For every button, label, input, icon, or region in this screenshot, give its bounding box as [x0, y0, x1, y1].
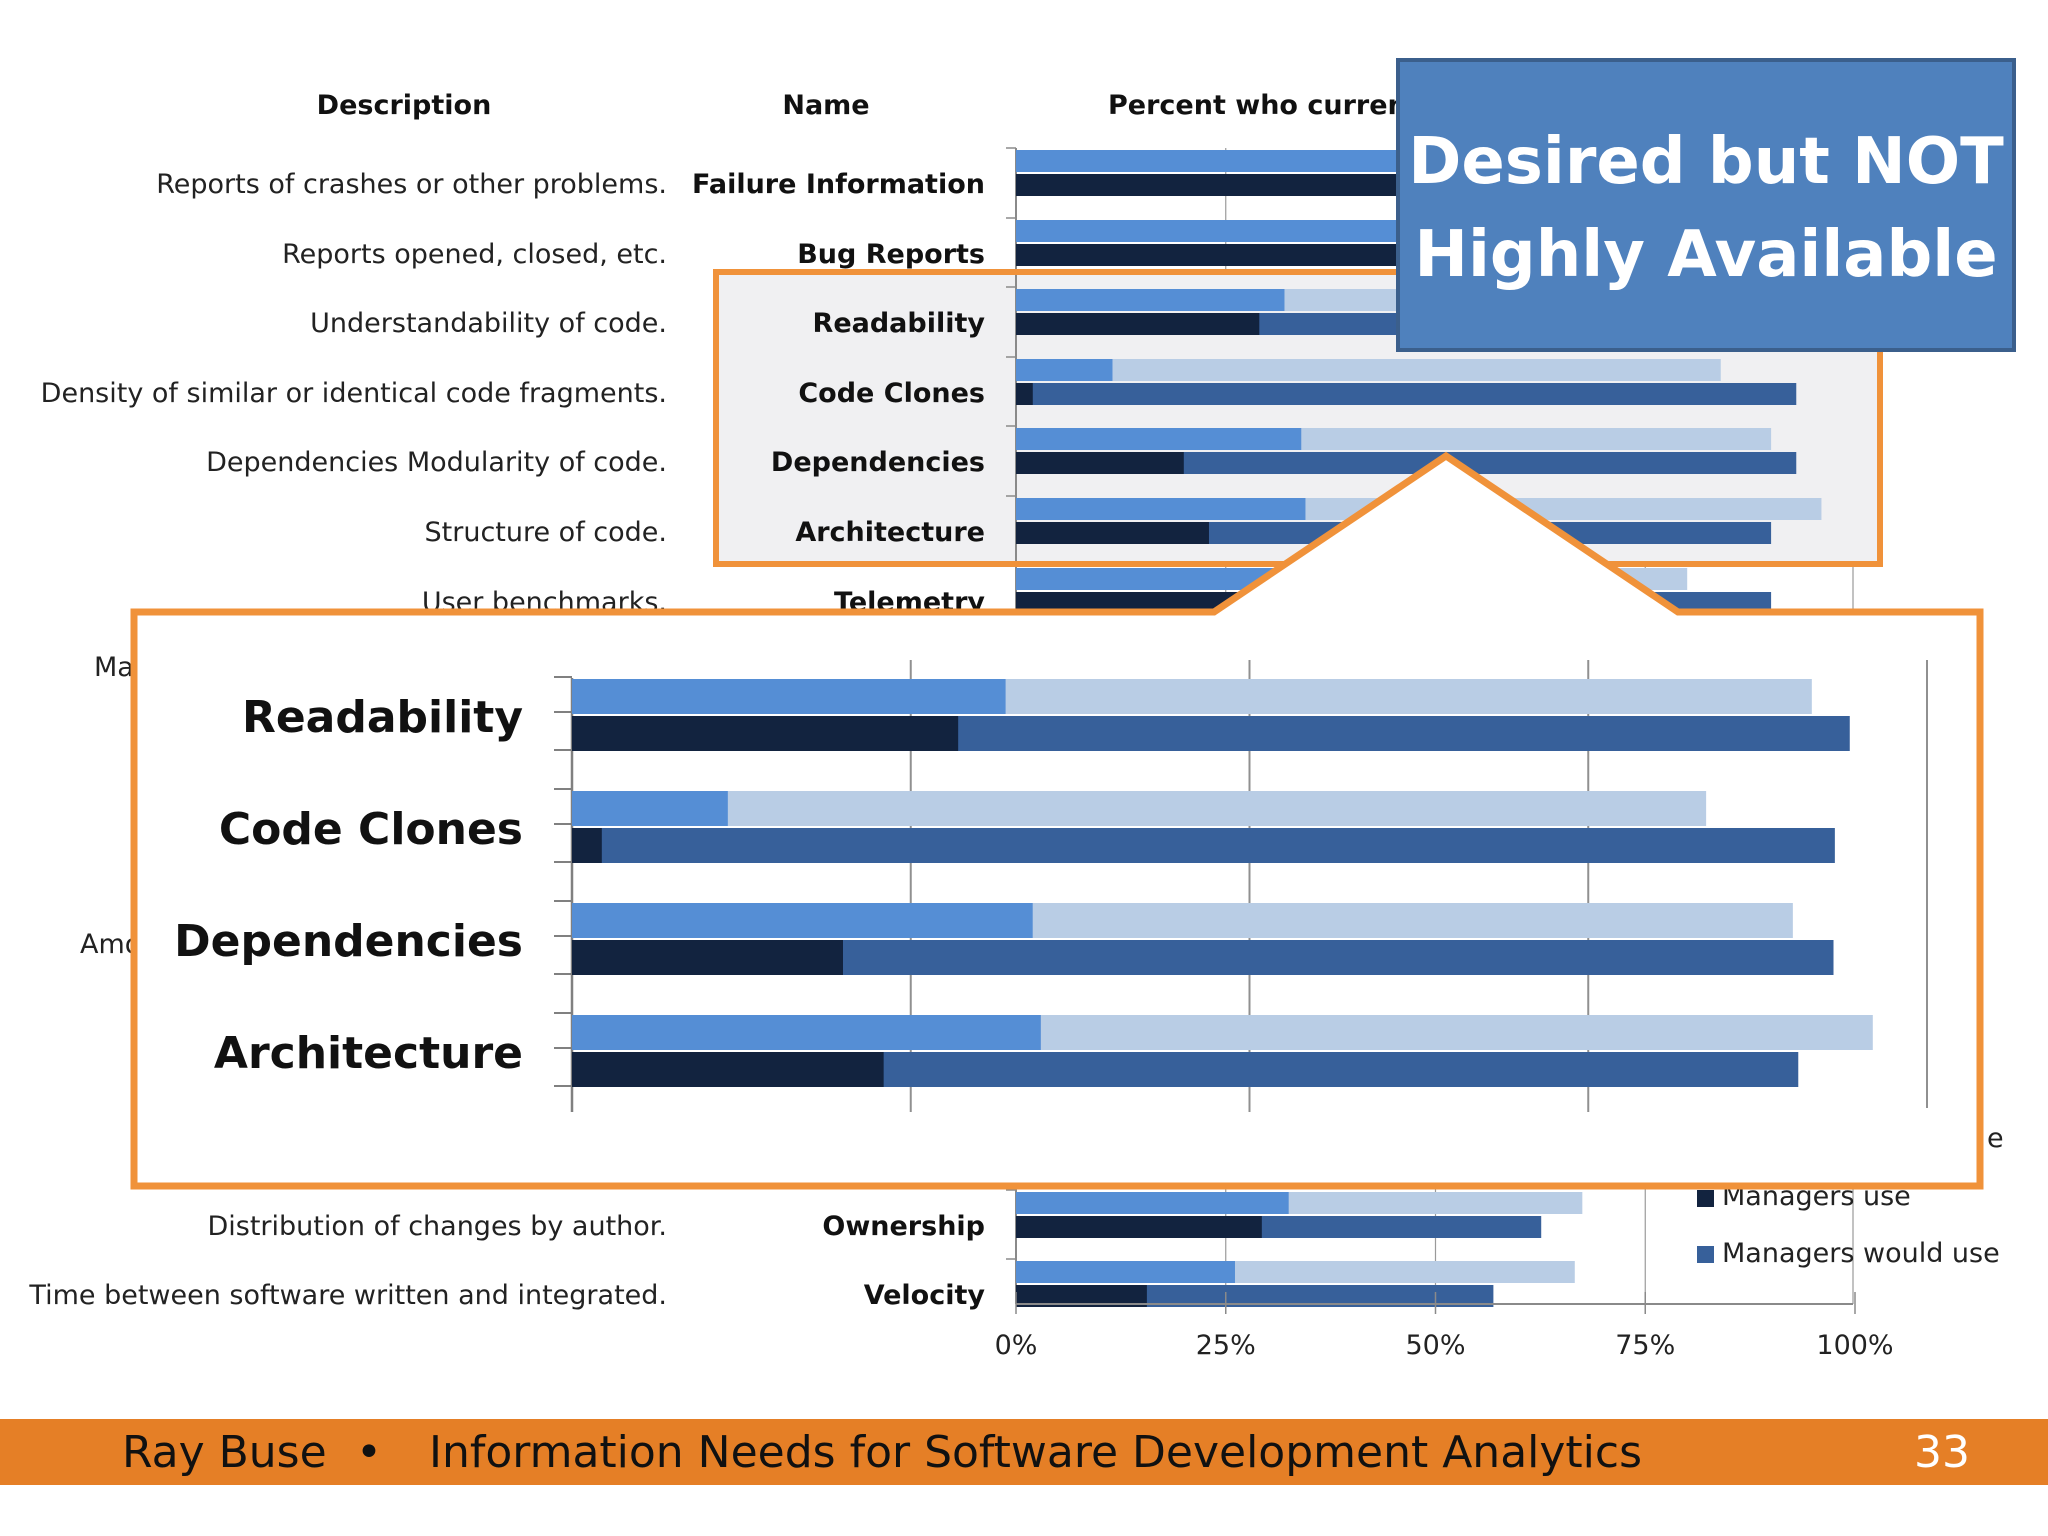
legend-partial-label: e — [1987, 1123, 2004, 1154]
row-description-readability: Understandability of code. — [310, 308, 667, 339]
zoom-bar-s3-dependencies — [572, 940, 843, 975]
footer-page-number: 33 — [1914, 1427, 1970, 1478]
row-name-ownership: Ownership — [822, 1211, 985, 1242]
row-name-code-clones: Code Clones — [798, 378, 985, 409]
row-description-bug-reports: Reports opened, closed, etc. — [282, 239, 667, 270]
x-tick-label-3: 75% — [1615, 1330, 1675, 1361]
callout-line-1: Desired but NOT — [1408, 125, 2004, 199]
header-percent: Percent who current — [1108, 90, 1420, 121]
zoom-row-name-readability: Readability — [242, 692, 523, 743]
partial-label-ma: Ma — [94, 652, 134, 683]
zoom-row-name-code-clones: Code Clones — [219, 804, 523, 855]
footer-author: Ray Buse — [122, 1427, 327, 1478]
zoom-bar-s3-code-clones — [572, 828, 602, 863]
bar-s1-architecture — [1016, 498, 1306, 520]
row-description-failure-information: Reports of crashes or other problems. — [156, 169, 667, 200]
bar-s2-code-clones — [1016, 359, 1721, 381]
header-name: Name — [782, 90, 869, 121]
callout-box — [1396, 58, 2016, 352]
x-tick-label-0: 0% — [995, 1330, 1038, 1361]
zoom-bar-s1-code-clones — [572, 791, 728, 826]
bar-s1-ownership — [1016, 1192, 1289, 1214]
row-description-ownership: Distribution of changes by author. — [207, 1211, 667, 1242]
bar-s1-dependencies — [1016, 428, 1302, 450]
bar-s4-code-clones — [1016, 383, 1797, 405]
footer-bar — [0, 1419, 2048, 1485]
bar-s3-readability — [1016, 313, 1260, 335]
zoom-bar-s1-architecture — [572, 1015, 1041, 1050]
bar-s4-dependencies — [1016, 452, 1797, 474]
zoom-row-name-architecture: Architecture — [214, 1028, 523, 1079]
bar-s1-readability — [1016, 289, 1285, 311]
row-description-dependencies: Dependencies Modularity of code. — [206, 447, 667, 478]
bar-s1-code-clones — [1016, 359, 1113, 381]
zoom-bar-s3-readability — [572, 716, 959, 751]
bar-s3-velocity — [1016, 1285, 1147, 1307]
legend-label-managers-would-use: Managers would use — [1722, 1238, 2000, 1269]
zoom-bar-s1-dependencies — [572, 903, 1033, 938]
legend-swatch-managers-use — [1697, 1190, 1714, 1207]
row-description-architecture: Structure of code. — [425, 517, 668, 548]
bar-s1-velocity — [1016, 1261, 1235, 1283]
x-tick-label-2: 50% — [1405, 1330, 1465, 1361]
zoom-row-name-dependencies: Dependencies — [174, 916, 523, 967]
footer-bullet: • — [356, 1427, 382, 1478]
callout-line-2: Highly Available — [1414, 218, 1997, 292]
zoom-bar-s3-architecture — [572, 1052, 884, 1087]
zoom-bar-s1-readability — [572, 679, 1006, 714]
row-description-velocity: Time between software written and integr… — [28, 1280, 667, 1311]
legend: Managers use Managers would use — [1697, 1181, 2000, 1269]
bar-s3-ownership — [1016, 1216, 1262, 1238]
row-name-bug-reports: Bug Reports — [797, 239, 985, 270]
bar-s3-dependencies — [1016, 452, 1184, 474]
zoom-bar-s2-code-clones — [572, 791, 1707, 826]
zoom-chart: Readability Code Clones Dependencies Archit… — [174, 660, 1928, 1112]
bar-s3-architecture — [1016, 522, 1209, 544]
row-name-dependencies: Dependencies — [771, 447, 985, 478]
header-description: Description — [317, 90, 492, 121]
zoom-bar-s4-code-clones — [572, 828, 1835, 863]
legend-swatch-managers-would-use — [1697, 1246, 1714, 1263]
row-name-velocity: Velocity — [864, 1280, 986, 1311]
row-name-readability: Readability — [813, 308, 986, 339]
x-tick-label-4: 100% — [1816, 1330, 1893, 1361]
row-description-code-clones: Density of similar or identical code fra… — [41, 378, 667, 409]
bar-s3-code-clones — [1016, 383, 1033, 405]
row-name-failure-information: Failure Information — [692, 169, 985, 200]
row-name-architecture: Architecture — [795, 517, 985, 548]
x-tick-label-1: 25% — [1196, 1330, 1256, 1361]
footer-title: Information Needs for Software Developme… — [429, 1427, 1642, 1478]
